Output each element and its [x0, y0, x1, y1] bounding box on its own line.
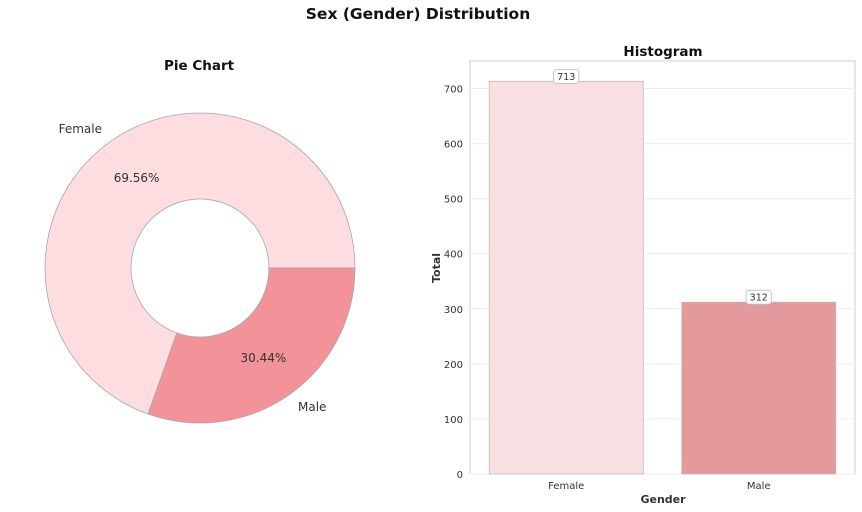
pie-category-label: Female: [59, 122, 102, 136]
y-tick-label: 700: [444, 85, 463, 96]
y-tick-label: 100: [444, 415, 463, 426]
y-tick-labels: 0 100 200 300 400 500 600 700: [444, 85, 463, 481]
y-tick-label: 400: [444, 250, 463, 261]
bars: [488, 80, 837, 475]
y-axis-label: Total: [430, 253, 443, 283]
x-tick-label: Male: [747, 481, 771, 492]
y-tick-label: 200: [444, 360, 463, 371]
pie-percent-label: 30.44%: [241, 351, 287, 365]
x-tick-labels: Female Male: [548, 481, 770, 492]
bar-value-label: 312: [750, 293, 768, 304]
pie-chart-title: Pie Chart: [164, 58, 235, 74]
bar-chart: Histogram 0 100 200 300 400 500 600 700 Female M…: [430, 44, 856, 506]
bar-value-label: 713: [557, 72, 575, 83]
y-tick-label: 0: [457, 470, 463, 481]
figure-title: Sex (Gender) Distribution: [306, 5, 530, 23]
value-label-box: [745, 289, 772, 305]
bar-value-labels: 713 312: [553, 68, 772, 305]
x-tick-label: Female: [548, 481, 584, 492]
pie-labels: 69.56% Female 30.44% Male: [59, 122, 327, 414]
pie-slice-male: [147, 267, 356, 424]
pie-category-label: Male: [298, 400, 326, 414]
bar-female: [488, 80, 644, 475]
y-tick-label: 500: [444, 195, 463, 206]
pie-chart: Pie Chart 69.56% Female 30.44% Male: [44, 58, 356, 424]
pie-slice-female: [44, 112, 356, 415]
y-tick-label: 300: [444, 305, 463, 316]
pie-percent-label: 69.56%: [114, 171, 160, 185]
bar-chart-title: Histogram: [623, 44, 702, 60]
x-axis-label: Gender: [640, 493, 686, 506]
bar-male: [681, 301, 837, 475]
y-tick-label: 600: [444, 140, 463, 151]
value-label-box: [553, 68, 580, 84]
pie-slices: [44, 112, 356, 424]
